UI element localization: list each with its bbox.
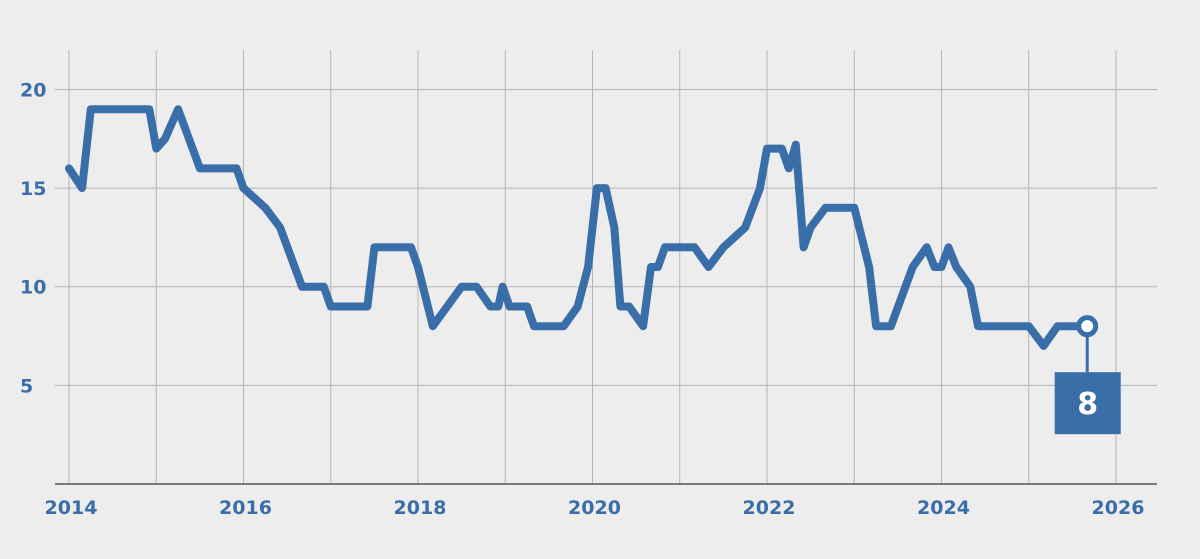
chart-grid [55, 50, 1157, 485]
series-line [65, 105, 1092, 350]
y-tick-label: 15 [20, 178, 46, 200]
x-axis: 2014 2016 2018 2020 2022 2024 2026 [45, 497, 1145, 519]
y-tick-label: 10 [20, 277, 46, 299]
y-tick-label: 20 [20, 79, 46, 101]
x-tick-label: 2014 [45, 497, 98, 519]
end-value-callout: 8 [1054, 315, 1121, 435]
x-tick-label: 2020 [568, 497, 621, 519]
chart-series [65, 105, 1092, 350]
end-point-marker [1076, 315, 1099, 338]
x-tick-label: 2026 [1092, 497, 1145, 519]
callout-box [1054, 372, 1121, 435]
x-tick-label: 2016 [219, 497, 272, 519]
end-value-label: 8 [1077, 387, 1098, 422]
x-tick-label: 2018 [394, 497, 447, 519]
y-tick-label: 5 [20, 375, 33, 397]
x-tick-label: 2024 [917, 497, 970, 519]
y-axis: 5 10 15 20 [20, 79, 46, 397]
x-tick-label: 2022 [743, 497, 796, 519]
